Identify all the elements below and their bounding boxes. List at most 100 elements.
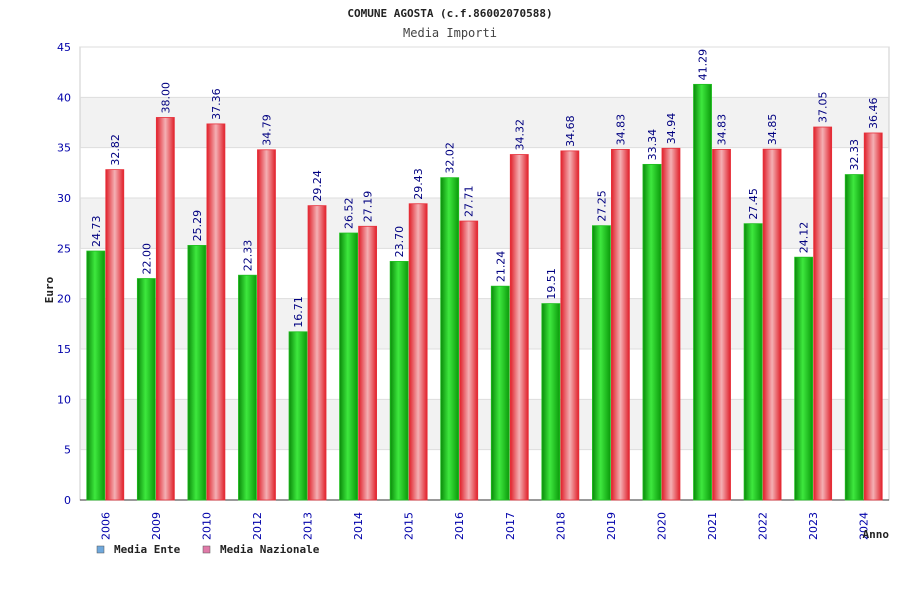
value-label: 23.70 [393,226,406,258]
bar-media-nazionale [611,148,630,501]
bar-media-ente [844,174,864,501]
value-label: 16.71 [292,296,305,328]
value-label: 32.02 [444,142,457,174]
value-label: 34.79 [260,114,273,146]
bar-media-ente [440,177,460,501]
value-label: 29.24 [311,170,324,202]
value-label: 22.33 [241,240,254,272]
value-label: 34.94 [665,113,678,145]
y-tick-label: 20 [57,293,71,306]
legend-swatch-ente [96,545,105,554]
value-label: 37.36 [210,88,223,120]
value-label: 24.12 [798,222,811,254]
value-label: 32.82 [109,134,122,166]
bar-media-nazionale [155,117,175,501]
value-label: 19.51 [545,268,558,300]
x-tick-label: 2010 [200,512,213,540]
bar-media-nazionale [863,132,883,501]
x-tick-label: 2021 [706,512,719,540]
x-tick-label: 2014 [352,512,365,540]
value-label: 24.73 [90,216,103,248]
y-tick-label: 15 [57,343,71,356]
bar-media-ente [339,232,358,501]
bar-media-nazionale [408,203,428,501]
bar-media-nazionale [712,148,731,501]
plot-band [80,47,889,98]
bar-media-ente [389,261,409,501]
x-axis-label: Anno [863,528,890,541]
x-tick-label: 2009 [150,512,163,540]
x-tick-label: 2012 [251,512,264,540]
x-tick-label: 2013 [302,512,315,540]
bar-media-ente [541,303,561,501]
y-tick-label: 40 [57,91,71,104]
bar-media-ente [490,285,510,501]
bar-media-ente [693,83,712,501]
bar-media-ente [642,163,662,501]
bar-media-ente [592,225,611,501]
bar-media-nazionale [459,220,479,501]
value-label: 34.83 [716,114,729,146]
value-label: 21.24 [494,251,507,283]
y-tick-label: 30 [57,192,71,205]
value-label: 36.46 [867,97,880,129]
y-tick-label: 5 [64,444,71,457]
value-label: 27.25 [595,190,608,222]
value-label: 26.52 [343,198,356,230]
bar-media-nazionale [257,149,276,501]
bar-media-nazionale [560,150,580,501]
x-tick-label: 2020 [655,512,668,540]
x-tick-label: 2018 [554,512,567,540]
x-tick-label: 2015 [403,512,416,540]
y-tick-label: 45 [57,41,71,54]
bar-media-ente [238,274,257,501]
bar-media-ente [288,331,308,501]
value-label: 34.85 [766,114,779,146]
y-axis-ticks: 0 5 10 15 20 25 30 35 40 45 [57,41,71,507]
value-label: 34.68 [564,115,577,147]
bar-media-ente [794,256,814,501]
bar-media-nazionale [307,205,327,501]
value-label: 27.45 [747,188,760,220]
value-label: 29.43 [412,168,425,200]
x-tick-label: 2006 [99,512,112,540]
x-tick-label: 2019 [605,512,618,540]
y-axis-label: Euro [43,276,56,303]
bar-media-ente [743,223,763,501]
bar-media-nazionale [813,126,833,501]
bar-media-nazionale [762,148,782,501]
x-tick-label: 2023 [807,512,820,540]
value-label: 32.33 [848,139,861,171]
value-label: 38.00 [159,82,172,114]
legend-label-ente: Media Ente [114,543,181,556]
value-label: 41.29 [697,49,710,81]
value-label: 27.71 [463,186,476,218]
value-label: 33.34 [646,129,659,161]
bar-media-nazionale [206,123,226,501]
value-label: 37.05 [817,92,830,124]
bar-media-nazionale [105,169,125,501]
value-label: 27.19 [362,191,375,223]
y-tick-label: 35 [57,142,71,155]
chart-title: COMUNE AGOSTA (c.f.86002070588) [347,7,552,20]
x-tick-label: 2024 [858,512,871,540]
x-axis-ticks: 2006 2009 2010 2012 2013 2014 2015 2016 2017 2018… [99,512,870,540]
y-tick-label: 25 [57,242,71,255]
x-tick-label: 2022 [757,512,770,540]
bar-media-ente [187,245,207,501]
bars [86,83,883,501]
bar-media-nazionale [661,147,681,501]
y-tick-label: 0 [64,494,71,507]
x-tick-label: 2016 [453,512,466,540]
legend-label-nazionale: Media Nazionale [220,543,320,556]
chart-subtitle: Media Importi [403,26,497,40]
value-label: 25.29 [191,210,204,242]
x-tick-label: 2017 [504,512,517,540]
legend-swatch-nazionale [202,545,211,554]
y-tick-label: 10 [57,393,71,406]
value-label: 34.83 [614,114,627,146]
value-labels: 24.73 32.82 22.00 38.00 25.29 37.36 22.33 34.79… [90,49,880,328]
legend: Media Ente Media Nazionale [96,543,320,556]
bar-media-nazionale [358,225,377,501]
